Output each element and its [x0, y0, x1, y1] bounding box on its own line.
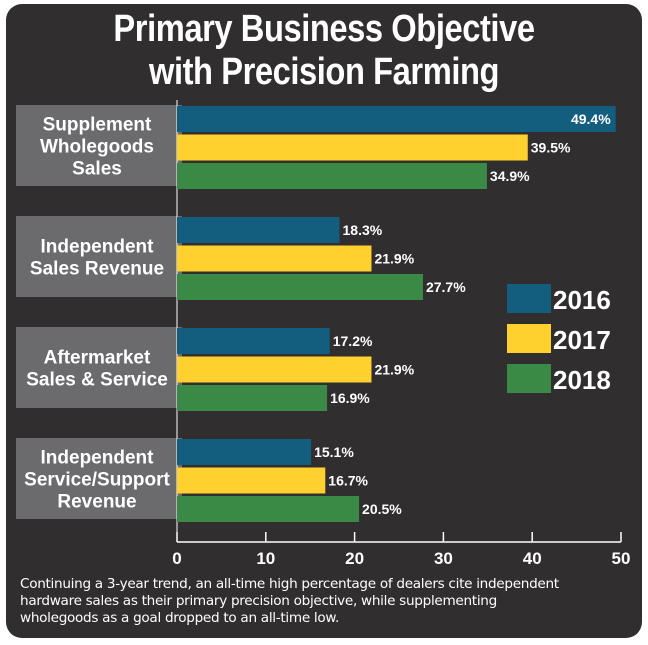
- category-label: Independent: [41, 448, 155, 469]
- data-label: 17.2%: [333, 333, 373, 349]
- bar-2016: [177, 328, 330, 354]
- bar-2016: [177, 439, 312, 465]
- legend-swatch-2018: [507, 364, 551, 393]
- data-label: 49.4%: [571, 111, 611, 127]
- category-box: [16, 438, 182, 519]
- caption-line-3: wholegoods as a goal dropped to an all-t…: [20, 610, 339, 626]
- bar-2016: [177, 106, 616, 132]
- x-tick-label: 30: [434, 549, 453, 568]
- category-label: Supplement: [43, 115, 152, 136]
- category-label: Sales & Service: [26, 370, 168, 391]
- bar-2018: [177, 385, 328, 411]
- chart-caption: Continuing a 3-year trend, an all-time h…: [20, 576, 640, 627]
- bar-2017: [177, 134, 528, 161]
- data-label: 34.9%: [490, 168, 530, 184]
- data-label: 39.5%: [531, 140, 571, 156]
- data-label: 15.1%: [314, 444, 354, 460]
- caption-line-2: hardware sales as their primary precisio…: [20, 593, 497, 609]
- x-tick-label: 40: [523, 549, 542, 568]
- bar-2018: [177, 274, 423, 300]
- title-line-1: Primary Business Objective: [113, 8, 535, 50]
- legend-label-2017: 2017: [553, 325, 611, 355]
- bar-2016: [177, 217, 340, 243]
- legend-label-2018: 2018: [553, 365, 611, 395]
- bar-2017: [177, 245, 372, 272]
- category-label: Revenue: [57, 492, 136, 513]
- x-tick-label: 50: [612, 549, 631, 568]
- caption-line-1: Continuing a 3-year trend, an all-time h…: [20, 576, 559, 592]
- x-tick-label: 10: [256, 549, 275, 568]
- category-box: [16, 327, 182, 408]
- category-label: Wholegoods: [40, 137, 154, 158]
- data-label: 16.7%: [328, 473, 368, 489]
- legend-swatch-2016: [507, 284, 551, 313]
- title-line-2: with Precision Farming: [148, 51, 500, 93]
- data-label: 16.9%: [330, 390, 370, 406]
- data-label: 21.9%: [374, 251, 414, 267]
- category-label: Sales: [72, 159, 122, 180]
- chart-title: Primary Business Objective with Precisio…: [51, 8, 598, 94]
- x-tick-label: 20: [345, 549, 364, 568]
- data-label: 27.7%: [426, 279, 466, 295]
- category-label: Aftermarket: [44, 348, 151, 369]
- bar-2018: [177, 496, 360, 522]
- legend-label-2016: 2016: [553, 285, 611, 315]
- data-label: 21.9%: [374, 362, 414, 378]
- data-label: 18.3%: [343, 222, 383, 238]
- bar-2017: [177, 356, 372, 383]
- category-label: Independent: [41, 237, 155, 258]
- category-box: [16, 216, 182, 297]
- category-box: [16, 105, 182, 186]
- data-label: 20.5%: [362, 501, 402, 517]
- legend-swatch-2017: [507, 324, 551, 353]
- category-label: Sales Revenue: [30, 259, 164, 280]
- category-label: Service/Support: [24, 470, 170, 491]
- bar-2017: [177, 467, 326, 494]
- x-tick-label: 0: [172, 549, 181, 568]
- bar-2018: [177, 163, 487, 189]
